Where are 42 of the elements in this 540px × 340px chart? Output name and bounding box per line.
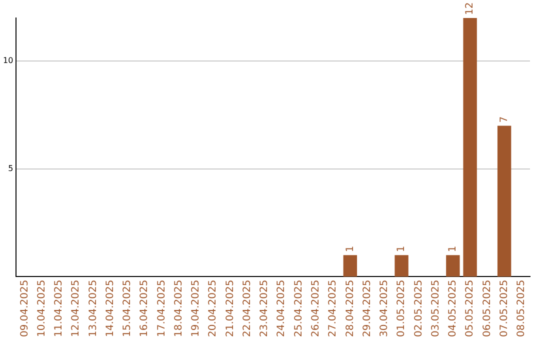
x-tick-label: 10.04.2025 bbox=[36, 280, 48, 338]
data-label: 12 bbox=[464, 2, 476, 15]
x-tick-label: 07.05.2025 bbox=[498, 280, 510, 338]
x-tick-label: 02.05.2025 bbox=[413, 280, 424, 338]
x-tick-label: 25.04.2025 bbox=[293, 280, 304, 338]
x-tick-label: 30.04.2025 bbox=[379, 280, 390, 338]
bar bbox=[343, 255, 358, 277]
x-tick-label: 22.04.2025 bbox=[242, 280, 253, 338]
x-tick-label: 24.04.2025 bbox=[276, 280, 288, 338]
x-tick-label: 04.05.2025 bbox=[448, 280, 459, 338]
x-tick-label: 01.05.2025 bbox=[396, 280, 408, 338]
x-tick-label: 11.04.2025 bbox=[54, 280, 65, 338]
x-tick-label: 12.04.2025 bbox=[70, 280, 82, 338]
bar bbox=[394, 255, 408, 277]
y-tick-label: 10 bbox=[2, 56, 14, 66]
data-label: 7 bbox=[498, 116, 510, 123]
data-label: 1 bbox=[396, 246, 408, 252]
y-tick-label: 5 bbox=[8, 164, 14, 174]
data-label: 1 bbox=[448, 246, 459, 252]
bar bbox=[446, 255, 460, 277]
data-label: 1 bbox=[344, 246, 356, 252]
x-tick-label: 09.04.2025 bbox=[19, 280, 30, 338]
x-tick-label: 15.04.2025 bbox=[122, 280, 134, 338]
x-tick-label: 06.05.2025 bbox=[482, 280, 493, 338]
x-tick-label: 13.04.2025 bbox=[88, 280, 99, 338]
x-tick-label: 29.04.2025 bbox=[362, 280, 373, 338]
x-tick-label: 28.04.2025 bbox=[344, 280, 356, 338]
x-tick-label: 19.04.2025 bbox=[190, 280, 202, 338]
x-tick-label: 26.04.2025 bbox=[310, 280, 322, 338]
x-tick-label: 20.04.2025 bbox=[208, 280, 219, 338]
x-tick-label: 16.04.2025 bbox=[139, 280, 150, 338]
bar bbox=[497, 126, 512, 277]
x-tick-label: 08.05.2025 bbox=[516, 280, 528, 338]
x-tick-label: 18.04.2025 bbox=[173, 280, 184, 338]
x-tick-label: 23.04.2025 bbox=[259, 280, 270, 338]
x-tick-label: 14.04.2025 bbox=[104, 280, 116, 338]
x-tick-label: 17.04.2025 bbox=[156, 280, 168, 338]
x-tick-label: 21.04.2025 bbox=[224, 280, 236, 338]
x-tick-label: 27.04.2025 bbox=[328, 280, 339, 338]
x-tick-label: 03.05.2025 bbox=[430, 280, 442, 338]
bar bbox=[463, 18, 477, 277]
x-tick-label: 05.05.2025 bbox=[464, 280, 476, 338]
